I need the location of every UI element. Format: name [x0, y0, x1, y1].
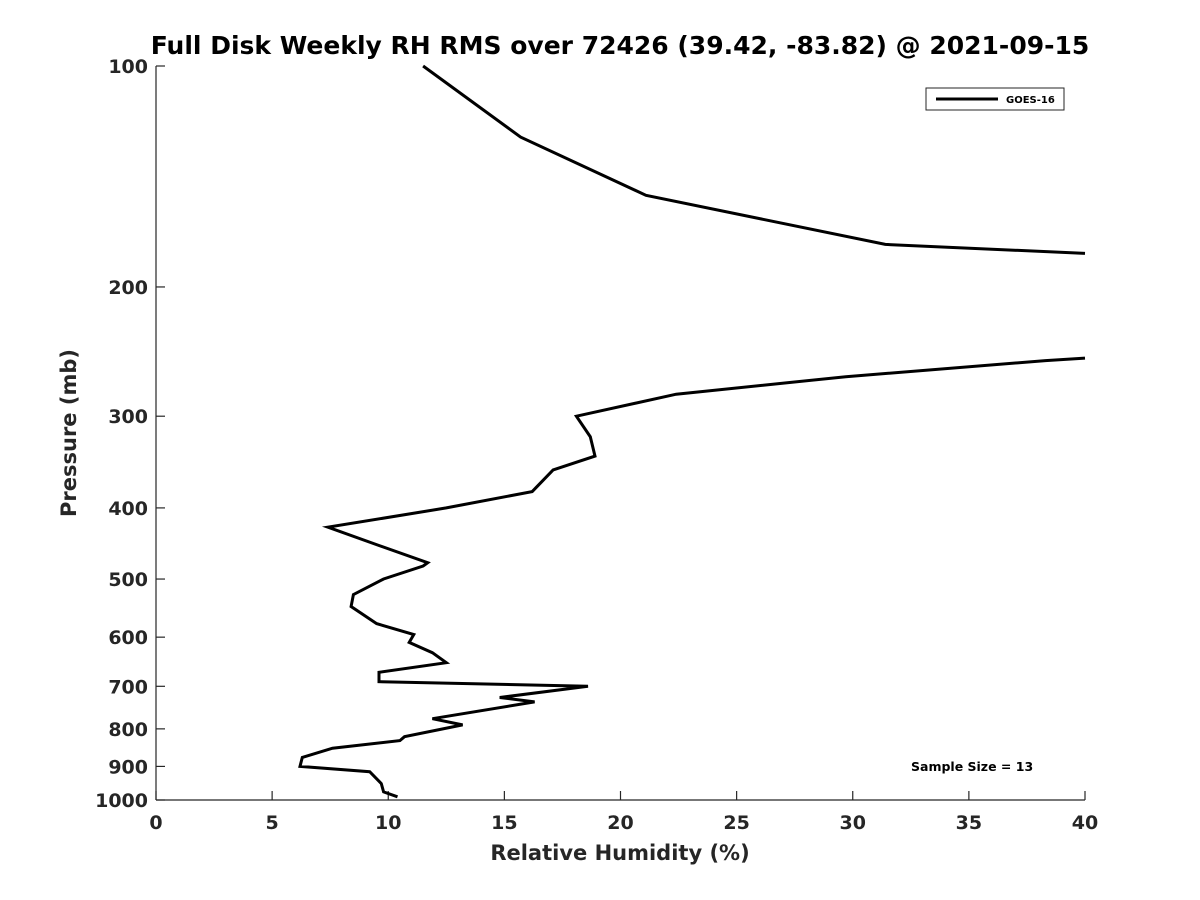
- x-tick-label: 35: [956, 812, 982, 834]
- y-tick-label: 400: [108, 498, 148, 520]
- legend-label-goes-16: GOES-16: [1006, 95, 1055, 106]
- y-tick-label: 800: [108, 719, 148, 741]
- y-tick-label: 1000: [95, 790, 148, 812]
- x-tick-label: 30: [840, 812, 866, 834]
- sample-size-annotation: Sample Size = 13: [911, 759, 1033, 774]
- legend: GOES-16: [925, 87, 1065, 111]
- series-line-goes-16: [298, 356, 1086, 799]
- x-tick-label: 40: [1072, 812, 1098, 834]
- x-tick-label: 10: [375, 812, 401, 834]
- series-line-goes-16: [422, 64, 1086, 255]
- x-tick-label: 0: [149, 812, 162, 834]
- y-tick-label: 600: [108, 627, 148, 649]
- y-tick-label: 100: [108, 56, 148, 78]
- y-axis-ticks: 100 200 300 400 500 600 700 800 900 1000: [95, 56, 165, 812]
- y-tick-label: 700: [108, 676, 148, 698]
- x-tick-label: 5: [266, 812, 279, 834]
- x-axis-label: Relative Humidity (%): [490, 841, 749, 865]
- y-axis-label: Pressure (mb): [57, 349, 81, 517]
- y-tick-label: 300: [108, 406, 148, 428]
- x-axis-ticks: 0 5 10 15 20 25 30 35 40: [149, 791, 1098, 834]
- y-tick-label: 500: [108, 569, 148, 591]
- x-tick-label: 25: [723, 812, 749, 834]
- y-tick-label: 900: [108, 756, 148, 778]
- x-tick-label: 20: [607, 812, 633, 834]
- x-tick-label: 15: [491, 812, 517, 834]
- y-tick-label: 200: [108, 277, 148, 299]
- series-layer: [298, 64, 1086, 799]
- chart-title: Full Disk Weekly RH RMS over 72426 (39.4…: [151, 31, 1090, 60]
